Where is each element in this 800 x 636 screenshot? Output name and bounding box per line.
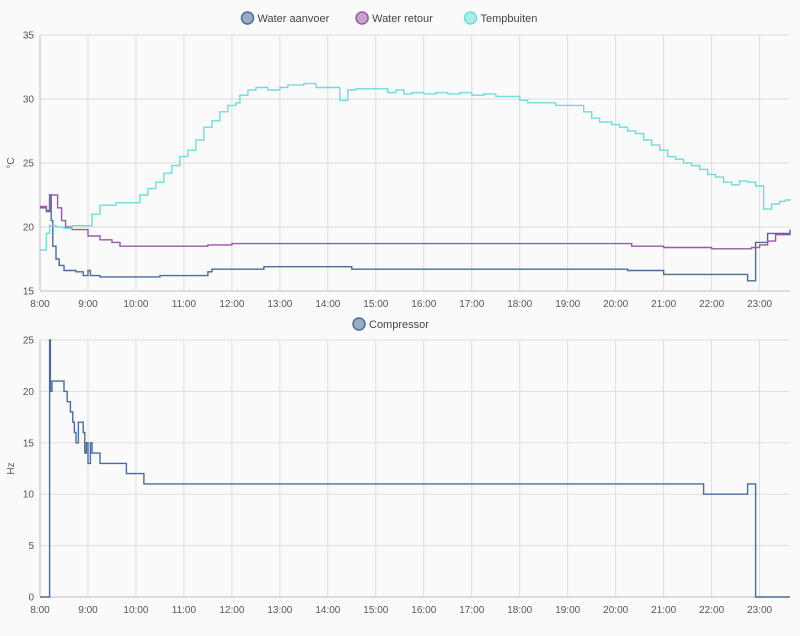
legend-marker bbox=[240, 11, 255, 25]
x-tick-label: 11:00 bbox=[172, 299, 197, 310]
y-tick-label: 20 bbox=[23, 387, 35, 398]
x-tick-label: 16:00 bbox=[411, 299, 436, 310]
x-tick-label: 14:00 bbox=[315, 605, 340, 616]
y-tick-label: 10 bbox=[23, 490, 35, 501]
y-tick-label: 25 bbox=[23, 336, 35, 347]
legend-marker bbox=[352, 317, 366, 331]
x-tick-label: 12:00 bbox=[219, 299, 244, 310]
x-tick-label: 20:00 bbox=[603, 605, 628, 616]
legend-marker bbox=[463, 11, 478, 25]
x-tick-label: 8:00 bbox=[30, 605, 50, 616]
x-tick-label: 15:00 bbox=[363, 605, 388, 616]
series-line-compressor bbox=[40, 339, 790, 598]
y-tick-label: 5 bbox=[28, 541, 34, 552]
x-tick-label: 9:00 bbox=[78, 299, 98, 310]
legend-marker bbox=[355, 11, 369, 25]
y-tick-label: 20 bbox=[23, 223, 35, 234]
series-line-water-aanvoer bbox=[40, 194, 791, 282]
y-axis-label: Hz bbox=[6, 462, 17, 474]
x-tick-label: 8:00 bbox=[30, 299, 50, 310]
x-tick-label: 9:00 bbox=[78, 605, 98, 616]
x-tick-label: 13:00 bbox=[267, 299, 292, 310]
x-tick-label: 19:00 bbox=[555, 605, 580, 616]
y-tick-label: 30 bbox=[23, 95, 35, 106]
x-tick-label: 18:00 bbox=[507, 605, 532, 616]
x-tick-label: 13:00 bbox=[267, 605, 292, 616]
legend-label: Tempbuiten bbox=[481, 13, 538, 25]
x-tick-label: 10:00 bbox=[123, 299, 148, 310]
x-tick-label: 10:00 bbox=[123, 605, 148, 616]
x-tick-label: 21:00 bbox=[651, 299, 676, 310]
x-tick-label: 21:00 bbox=[651, 605, 676, 616]
y-tick-label: 15 bbox=[23, 438, 35, 449]
x-tick-label: 15:00 bbox=[363, 299, 388, 310]
x-tick-label: 16:00 bbox=[411, 605, 436, 616]
x-tick-label: 22:00 bbox=[699, 299, 724, 310]
y-tick-label: 35 bbox=[23, 31, 35, 42]
x-tick-label: 20:00 bbox=[603, 299, 628, 310]
x-tick-label: 23:00 bbox=[747, 605, 772, 616]
legend-label: Compressor bbox=[369, 319, 429, 331]
y-tick-label: 15 bbox=[23, 287, 35, 298]
legend-label: Water retour bbox=[372, 13, 433, 25]
x-tick-label: 17:00 bbox=[459, 605, 484, 616]
x-tick-label: 22:00 bbox=[699, 605, 724, 616]
x-tick-label: 17:00 bbox=[459, 299, 484, 310]
x-tick-label: 11:00 bbox=[172, 605, 197, 616]
series-line-water-retour bbox=[40, 194, 791, 250]
y-tick-label: 25 bbox=[23, 159, 35, 170]
x-tick-label: 19:00 bbox=[555, 299, 580, 310]
y-tick-label: 0 bbox=[28, 593, 34, 604]
x-tick-label: 23:00 bbox=[747, 299, 772, 310]
x-tick-label: 18:00 bbox=[507, 299, 532, 310]
y-axis-label: °C bbox=[6, 157, 17, 168]
x-tick-label: 12:00 bbox=[219, 605, 244, 616]
series-line-tempbuiten bbox=[40, 82, 791, 251]
legend-label: Water aanvoer bbox=[258, 13, 330, 25]
x-tick-label: 14:00 bbox=[315, 299, 340, 310]
